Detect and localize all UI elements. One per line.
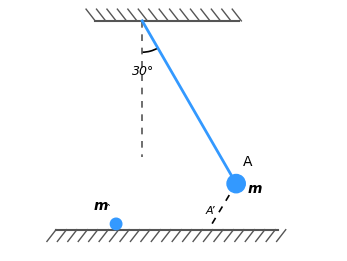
Text: A: A: [243, 155, 252, 169]
Text: m: m: [94, 199, 108, 213]
Circle shape: [227, 175, 245, 193]
Text: 30°: 30°: [132, 65, 154, 78]
Text: $\hat{}$: $\hat{}$: [107, 200, 112, 210]
Text: A’: A’: [206, 206, 215, 216]
Circle shape: [110, 218, 122, 230]
Text: m: m: [248, 182, 262, 196]
